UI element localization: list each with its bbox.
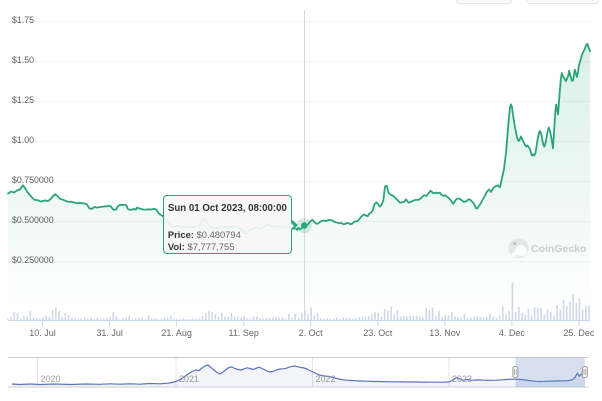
- svg-text:CoinGecko: CoinGecko: [531, 243, 586, 255]
